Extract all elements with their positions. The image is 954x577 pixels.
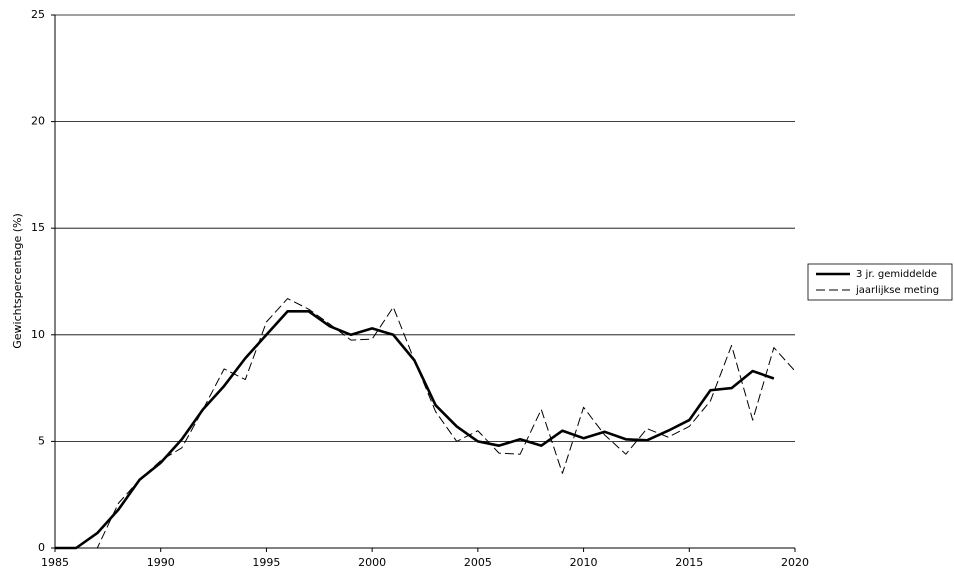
y-axis-label: Gewichtspercentage (%) xyxy=(11,213,24,349)
y-tick-label: 10 xyxy=(31,328,45,341)
x-tick-label: 1990 xyxy=(147,556,175,569)
y-tick-label: 15 xyxy=(31,221,45,234)
legend-label: jaarlijkse meting xyxy=(855,285,939,296)
legend-box xyxy=(807,263,953,301)
x-tick-label: 2020 xyxy=(781,556,809,569)
x-tick-label: 2000 xyxy=(358,556,386,569)
legend-label: 3 jr. gemiddelde xyxy=(856,269,937,280)
x-tick-label: 2010 xyxy=(570,556,598,569)
x-tick-label: 2005 xyxy=(464,556,492,569)
series-line xyxy=(55,298,796,549)
y-tick-label: 5 xyxy=(38,434,45,447)
x-tick-label: 2015 xyxy=(675,556,703,569)
y-tick-label: 25 xyxy=(31,8,45,21)
y-tick-label: 0 xyxy=(38,541,45,554)
x-tick-label: 1995 xyxy=(252,556,280,569)
x-tick-label: 1985 xyxy=(41,556,69,569)
y-tick-label: 20 xyxy=(31,115,45,128)
series-line xyxy=(55,310,775,550)
